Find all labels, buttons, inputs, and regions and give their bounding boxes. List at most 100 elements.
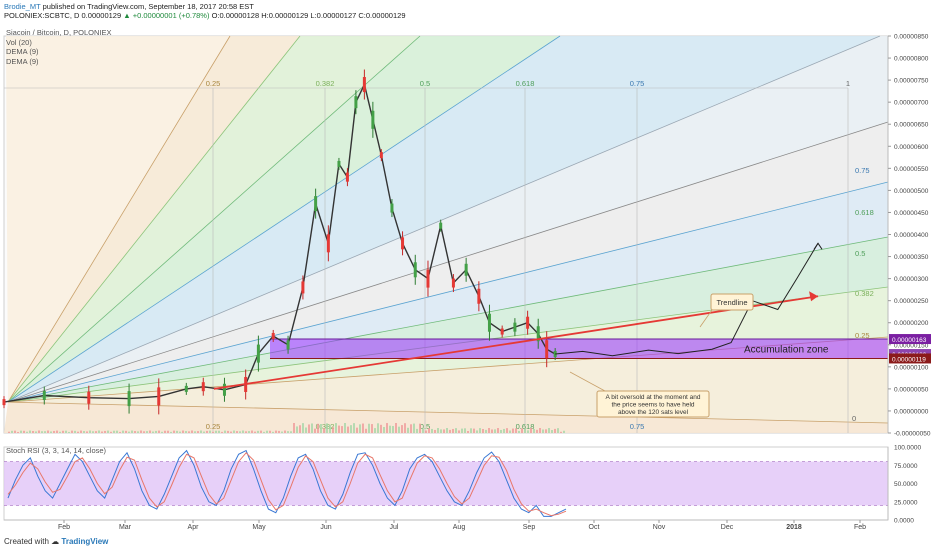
- volume-bar: [434, 429, 436, 433]
- price-label-box: [889, 353, 931, 364]
- volume-bar: [23, 430, 25, 433]
- volume-bar: [53, 430, 55, 433]
- y-tick-label: 0.00000650: [894, 122, 929, 129]
- volume-bar: [8, 431, 10, 433]
- volume-bar: [392, 425, 394, 433]
- fib-label-bottom: 0.5: [420, 422, 430, 431]
- volume-bar: [158, 430, 160, 433]
- volume-bar: [59, 431, 61, 433]
- trendline-callout-box: [710, 293, 754, 311]
- volume-bar: [134, 431, 136, 433]
- volume-bar: [506, 428, 508, 433]
- volume-bar: [71, 430, 73, 433]
- fib-label-bottom: 0.75: [630, 422, 645, 431]
- volume-bar: [62, 430, 64, 433]
- volume-bar: [152, 431, 154, 433]
- volume-bar: [122, 430, 124, 433]
- volume-bar: [449, 429, 451, 433]
- volume-bar: [473, 428, 475, 433]
- volume-bar: [431, 428, 433, 433]
- x-tick-label: Nov: [653, 524, 666, 531]
- fib-fan-label: 0.382: [855, 289, 874, 298]
- price-label-box: [889, 334, 931, 345]
- volume-bar: [419, 423, 421, 433]
- x-tick-label: Dec: [721, 524, 734, 531]
- fib-fan-band: [4, 402, 888, 433]
- volume-bar: [101, 431, 103, 433]
- y-tick-label: -0.00000050: [894, 431, 931, 438]
- candle-body: [127, 391, 131, 407]
- volume-bar: [164, 430, 166, 433]
- fib-label-top: 0.618: [516, 79, 535, 88]
- legend-dema-1: DEMA (9): [6, 47, 39, 56]
- fib-fan-line: [7, 35, 421, 403]
- fib-fan-line: [7, 35, 561, 403]
- fib-fan-label: 0.5: [855, 249, 865, 258]
- volume-bar: [491, 429, 493, 433]
- fib-label-bottom: 0.618: [516, 422, 535, 431]
- fib-label-top: 0.5: [420, 79, 430, 88]
- y-tick-label: 0.00000550: [894, 166, 929, 173]
- volume-bar: [407, 427, 409, 433]
- volume-bar: [338, 425, 340, 433]
- candle-body: [513, 322, 517, 332]
- volume-bar: [68, 431, 70, 433]
- fib-fan-line: [7, 181, 889, 403]
- volume-bar: [410, 424, 412, 433]
- oversold-callout-box: [596, 390, 710, 418]
- candle-body: [87, 391, 91, 404]
- volume-bar: [278, 430, 280, 433]
- author-link[interactable]: Brodie_MT: [4, 2, 41, 11]
- volume-bar: [110, 431, 112, 433]
- volume-bar: [230, 431, 232, 433]
- footer-created: Created with: [4, 537, 49, 546]
- candle-body: [201, 382, 205, 392]
- candle-body: [371, 110, 375, 129]
- y-tick-label: 0.00000750: [894, 78, 929, 85]
- fib-fan: [4, 35, 889, 433]
- volume-bar: [38, 430, 40, 433]
- volume-bar: [290, 431, 292, 433]
- volume-bar: [248, 431, 250, 433]
- trendline: [213, 295, 819, 390]
- volume-bar: [548, 428, 550, 433]
- candle-body: [157, 387, 161, 406]
- volume-bar: [29, 430, 31, 433]
- volume-bar: [11, 430, 13, 433]
- rsi-tick-label: 100.0000: [894, 445, 921, 452]
- volume-bar: [149, 430, 151, 433]
- volume-bar: [116, 430, 118, 433]
- volume-bar: [260, 430, 262, 433]
- volume-bar: [425, 430, 427, 433]
- volume-bar: [137, 431, 139, 433]
- price-label: 0.00000119: [892, 356, 926, 363]
- price-chart[interactable]: 0.25 0.25 0.382 0.382 0.5 0.5 0.618 0.618 0.75 0.…: [0, 22, 932, 536]
- volume-bar: [512, 428, 514, 433]
- volume-bar: [209, 430, 211, 433]
- volume-bar: [446, 428, 448, 433]
- volume-bar: [203, 431, 205, 433]
- x-tick-label: Feb: [854, 524, 866, 531]
- volume-bar: [389, 425, 391, 433]
- volume-bar: [77, 431, 79, 433]
- volume-bar: [251, 430, 253, 433]
- oversold-callout-pointer: [569, 371, 606, 392]
- volume-bar: [185, 431, 187, 433]
- tradingview-logo-icon: ☁: [51, 537, 60, 546]
- volume-bar: [95, 431, 97, 433]
- volume-bar: [377, 423, 379, 433]
- legend-dema-2: DEMA (9): [6, 56, 39, 66]
- volume-bar: [161, 431, 163, 433]
- candle-body: [256, 344, 260, 363]
- volume-bar: [224, 430, 226, 433]
- footer-brand[interactable]: TradingView: [61, 537, 109, 546]
- volume-bar: [44, 431, 46, 433]
- volume-bar: [530, 428, 532, 433]
- trendline-callout-pointer: [699, 309, 713, 328]
- volume-bar: [497, 428, 499, 433]
- x-tick-label: Jun: [320, 524, 331, 531]
- volume-bar: [191, 430, 193, 433]
- fib-grid: 0.25 0.25 0.382 0.382 0.5 0.5 0.618 0.618 0.75 0.…: [4, 79, 874, 433]
- volume-bar: [509, 430, 511, 433]
- x-tick-label: 2018: [786, 524, 802, 531]
